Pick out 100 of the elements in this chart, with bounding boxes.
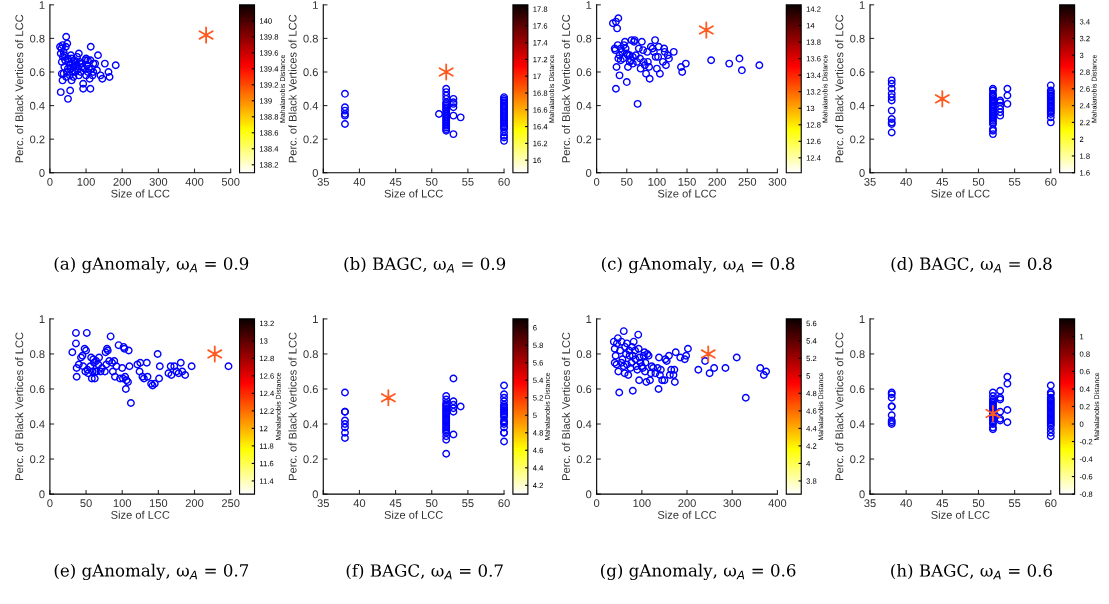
x-tick-label: 45 [936, 499, 949, 508]
y-tick-label: 0 [586, 490, 592, 499]
x-tick-label: 50 [80, 499, 92, 508]
y-tick-label: 0.4 [30, 101, 45, 110]
text: (e) gAnomaly, ω$_{A}$ = 0.7 [54, 563, 249, 581]
x-tick-label: 100 [113, 499, 132, 508]
y-tick-label: 0.6 [30, 68, 45, 77]
y-axis-title: Perc. of Black Vertices of LCC [288, 14, 297, 163]
x-tick-label: 35 [864, 499, 876, 508]
x-axis-title: Size of LCC [111, 189, 170, 198]
y-axis-title: Perc. of Black Vertices of LCC [561, 332, 570, 480]
x-tick-label: 300 [768, 177, 787, 186]
x-tick-label: 40 [900, 177, 912, 186]
x-tick-label: 0 [47, 177, 53, 186]
x-tick-label: 200 [708, 177, 726, 186]
text: (b) BAGC, ω$_{A}$ = 0.9 [344, 257, 506, 273]
x-tick-label: 100 [77, 177, 95, 186]
x-tick-label: 50 [972, 177, 985, 186]
x-tick-label: 200 [678, 499, 696, 508]
x-tick-label: 55 [1008, 178, 1021, 186]
x-tick-label: 60 [1045, 177, 1057, 186]
x-axis-title: Size of LCC [657, 510, 717, 519]
x-tick-label: 0 [593, 177, 600, 186]
x-tick-label: 300 [723, 499, 742, 508]
y-tick-label: 0 [586, 169, 592, 177]
y-tick-label: 0.4 [303, 101, 319, 110]
y-tick-label: 0.4 [576, 101, 592, 110]
y-tick-label: 0 [39, 490, 45, 499]
y-tick-label: 1 [586, 1, 592, 9]
x-tick-label: 40 [353, 177, 366, 186]
y-tick-label: 1 [859, 1, 865, 9]
y-tick-label: 1 [39, 315, 45, 323]
x-axis-title: Size of LCC [384, 189, 443, 198]
x-axis-title: Size of LCC [931, 510, 990, 519]
x-tick-label: 0 [47, 499, 53, 508]
y-tick-label: 0.4 [30, 420, 45, 429]
x-tick-label: 45 [389, 178, 402, 186]
x-tick-label: 50 [972, 499, 985, 508]
y-tick-label: 0.8 [850, 350, 865, 359]
x-axis-title: Size of LCC [384, 510, 443, 519]
x-tick-label: 60 [498, 499, 510, 508]
y-tick-label: 0.4 [303, 420, 319, 429]
y-tick-label: 0.6 [303, 385, 318, 394]
x-tick-label: 0 [593, 499, 600, 508]
x-tick-label: 100 [648, 177, 666, 186]
x-tick-label: 50 [426, 177, 438, 186]
x-tick-label: 100 [633, 499, 651, 508]
y-tick-label: 1 [313, 315, 318, 323]
y-tick-label: 0.2 [850, 135, 865, 144]
x-tick-label: 250 [738, 177, 757, 186]
text: (a) gAnomaly, ω$_{A}$ = 0.9 [54, 256, 249, 274]
x-tick-label: 55 [1008, 499, 1021, 508]
y-tick-label: 0.8 [30, 350, 45, 359]
y-tick-label: 1 [39, 1, 45, 9]
y-tick-label: 0.8 [30, 34, 45, 43]
x-tick-label: 200 [113, 177, 132, 186]
y-tick-label: 0.4 [850, 101, 865, 110]
x-tick-label: 60 [1045, 499, 1057, 508]
y-axis-title: Perc. of Black Vertices of LCC [15, 14, 24, 163]
x-tick-label: 55 [462, 499, 474, 508]
y-tick-label: 0.8 [850, 34, 865, 43]
x-tick-label: 400 [185, 177, 204, 186]
y-tick-label: 0.2 [576, 455, 592, 464]
y-tick-label: 0.8 [576, 350, 592, 359]
y-tick-label: 0.4 [576, 420, 592, 429]
x-tick-label: 55 [462, 178, 474, 186]
x-tick-label: 50 [621, 177, 633, 186]
y-tick-label: 1 [859, 315, 865, 323]
y-tick-label: 0.2 [850, 455, 865, 464]
x-tick-label: 40 [900, 499, 912, 508]
y-tick-label: 0.6 [30, 385, 45, 394]
y-tick-label: 0 [312, 169, 318, 177]
x-tick-label: 300 [149, 177, 168, 186]
y-tick-label: 0 [39, 169, 45, 177]
x-tick-label: 40 [353, 499, 366, 508]
y-axis-title: Perc. of Black Vertices of LCC [835, 14, 844, 163]
y-tick-label: 0 [859, 490, 865, 499]
y-tick-label: 0.6 [303, 68, 318, 77]
y-axis-title: Perc. of Black Vertices of LCC [288, 332, 297, 480]
y-tick-label: 0.6 [850, 68, 865, 77]
x-tick-label: 45 [936, 178, 949, 186]
y-tick-label: 0.2 [303, 135, 318, 144]
y-tick-label: 0.2 [576, 135, 592, 144]
y-tick-label: 0.6 [576, 68, 592, 77]
text: (h) BAGC, ω$_{A}$ = 0.6 [891, 563, 1052, 580]
y-tick-label: 0.6 [576, 385, 592, 394]
x-tick-label: 250 [221, 499, 240, 508]
text: (c) gAnomaly, ω$_{A}$ = 0.8 [601, 256, 795, 274]
x-tick-label: 60 [498, 177, 510, 186]
y-tick-label: 0.8 [576, 34, 592, 43]
x-tick-label: 50 [426, 499, 438, 508]
x-axis-title: Size of LCC [931, 189, 990, 198]
y-tick-label: 1 [586, 315, 592, 323]
y-tick-label: 0.8 [303, 34, 318, 43]
x-tick-label: 200 [185, 499, 204, 508]
y-tick-label: 1 [313, 1, 318, 9]
x-tick-label: 45 [389, 499, 402, 508]
text: (f) BAGC, ω$_{A}$ = 0.7 [346, 563, 503, 580]
text: (g) gAnomaly, ω$_{A}$ = 0.6 [601, 563, 796, 581]
y-tick-label: 0.2 [30, 455, 45, 464]
